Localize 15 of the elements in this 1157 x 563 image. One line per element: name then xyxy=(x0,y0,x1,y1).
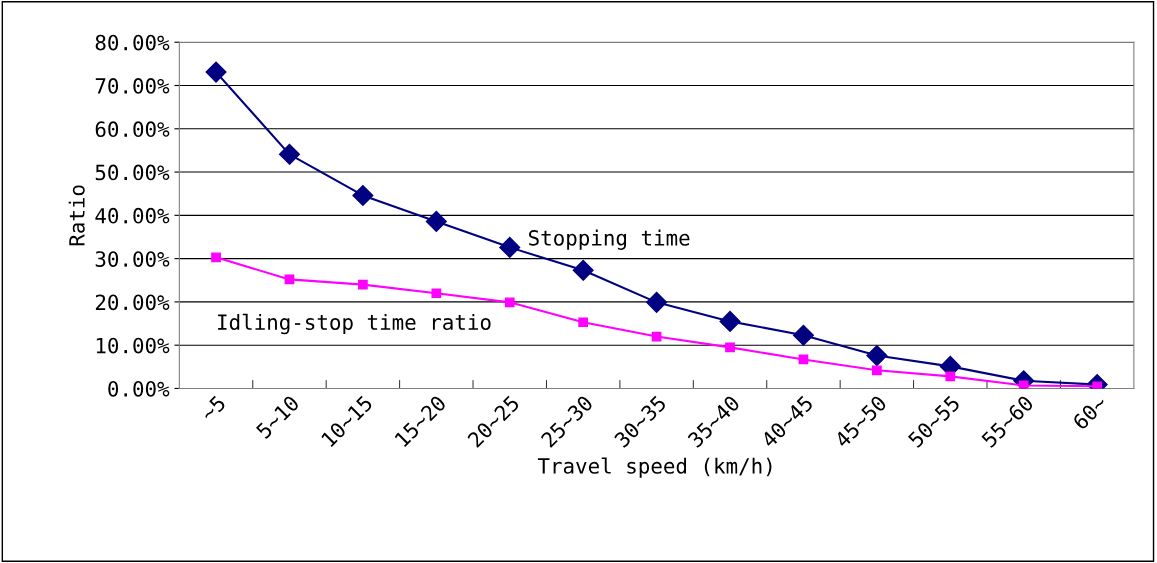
y-tick-label: 30.00% xyxy=(95,251,170,267)
y-tick-label: 10.00% xyxy=(96,337,170,354)
y-tick-label: 60.00% xyxy=(95,121,170,138)
series-label: Stopping time xyxy=(529,229,690,250)
series-label: Idling-stop time ratio xyxy=(218,313,491,335)
x-tick-label: 60~ xyxy=(1071,394,1108,431)
x-axis-title: Travel speed (km/h) xyxy=(537,457,772,478)
y-tick-label: 40.00% xyxy=(95,207,170,224)
y-axis-title: Ratio xyxy=(68,185,85,246)
x-tick-label: ~5 xyxy=(199,395,227,422)
y-tick-label: 80.00% xyxy=(95,34,170,51)
y-tick-label: 20.00% xyxy=(95,294,170,311)
y-tick-label: 50.00% xyxy=(95,164,170,181)
y-tick-label: 0.00% xyxy=(108,380,170,397)
y-tick-label: 70.00% xyxy=(95,78,170,94)
